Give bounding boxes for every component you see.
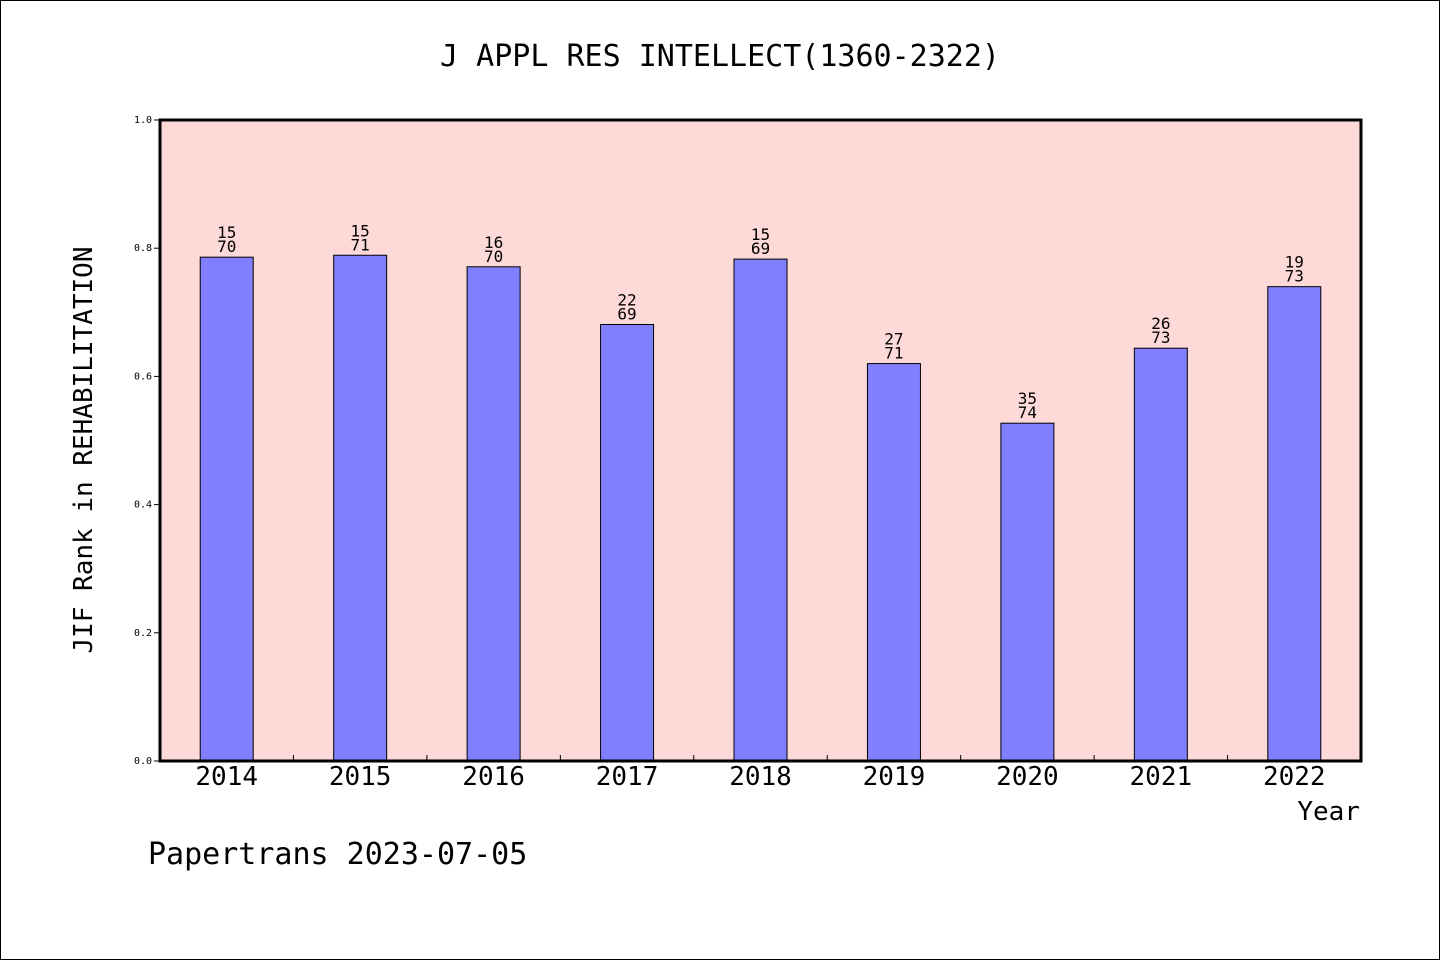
bar-rank-label: 15 <box>351 221 370 240</box>
y-tick-label: 0.8 <box>134 243 152 254</box>
y-tick-label: 0.6 <box>134 371 152 382</box>
y-tick-label: 0.0 <box>134 756 152 767</box>
bar-rank-label: 19 <box>1285 253 1304 272</box>
footer-credit: Papertrans 2023-07-05 <box>148 837 527 872</box>
x-axis: 2014 2015 2016 2017 2018 2019 2020 2021 2022 <box>195 755 1326 792</box>
y-tick-label: 0.2 <box>134 628 152 639</box>
bar <box>466 266 521 762</box>
plot-border <box>158 118 1363 763</box>
x-tick-label: 2021 <box>1130 762 1193 792</box>
bar-total-label: 69 <box>751 239 770 258</box>
y-tick-label: 1.0 <box>134 115 152 126</box>
bar-total-label: 70 <box>484 247 503 266</box>
x-tick-label: 2015 <box>329 762 392 792</box>
x-tick-label: 2016 <box>462 762 525 792</box>
x-tick-label: 2014 <box>195 762 258 792</box>
bar-rank-label: 15 <box>217 223 236 242</box>
bar-total-label: 73 <box>1285 267 1304 286</box>
bar-rank-label: 22 <box>617 290 636 309</box>
y-tick-label: 0.4 <box>134 500 152 511</box>
bar-total-label: 70 <box>217 237 236 256</box>
bar-rank-label: 16 <box>484 233 503 252</box>
bar <box>199 256 254 762</box>
x-tick-label: 2022 <box>1263 762 1326 792</box>
bar <box>866 363 921 762</box>
bar <box>1000 422 1055 762</box>
y-axis: 0.0 0.2 0.4 0.6 0.8 1.0 <box>134 115 160 767</box>
bar-rank-label: 15 <box>751 225 770 244</box>
chart-title: J APPL RES INTELLECT(1360-2322) <box>440 39 1000 74</box>
bar-total-label: 73 <box>1151 328 1170 347</box>
bar <box>733 258 788 762</box>
bar-total-label: 69 <box>617 304 636 323</box>
x-tick-label: 2019 <box>863 762 926 792</box>
bar-rank-label: 27 <box>884 330 903 349</box>
x-tick-label: 2018 <box>729 762 792 792</box>
bar <box>333 254 388 762</box>
bar-rank-label: 35 <box>1018 389 1037 408</box>
bar <box>1267 286 1322 762</box>
bar <box>600 323 655 762</box>
bar <box>1133 347 1188 762</box>
y-axis-title: JIF Rank in REHABILITATION <box>69 247 99 654</box>
x-tick-label: 2017 <box>596 762 659 792</box>
x-tick-label: 2020 <box>996 762 1059 792</box>
bar-rank-label: 26 <box>1151 314 1170 333</box>
bar-total-label: 71 <box>884 344 903 363</box>
x-axis-title: Year <box>1297 797 1360 827</box>
bar-total-label: 71 <box>351 235 370 254</box>
bar-total-label: 74 <box>1018 403 1037 422</box>
